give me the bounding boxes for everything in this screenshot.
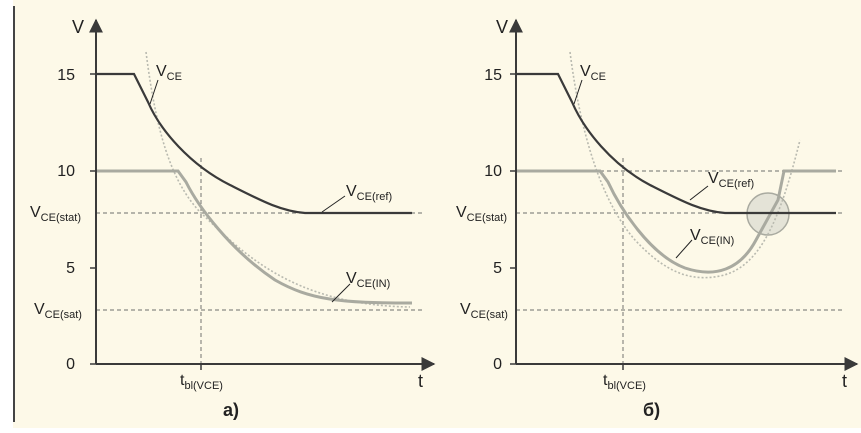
vce-stat-label: VCE(stat) <box>456 204 507 224</box>
vce-in-curve-label: VCE(IN) <box>690 227 734 247</box>
y-axis-symbol: V <box>72 17 84 37</box>
vce-in-curve <box>96 169 413 305</box>
y-axis-symbol: V <box>496 17 508 37</box>
vce-ref-curve <box>516 72 836 215</box>
y-tick-label-10: 10 <box>57 163 75 180</box>
vce-in-curve-label: VCE(IN) <box>346 270 390 290</box>
vce-ref-curve-label: VCE(ref) <box>708 170 754 190</box>
vce-ref-leader <box>689 185 709 201</box>
diagram-b-caption: б) <box>643 400 660 420</box>
vce-ref-leader <box>321 195 346 213</box>
y-tick-label-0: 0 <box>66 356 75 373</box>
vce-in-curve <box>516 169 836 274</box>
vce-leader <box>149 79 159 105</box>
y-tick-label-15: 15 <box>484 67 502 84</box>
x-axis-symbol: t <box>418 371 423 391</box>
blanking-time-label: tbl(VCE) <box>180 372 223 392</box>
vce-sat-label: VCE(sat) <box>460 301 508 321</box>
vce-leader <box>573 79 583 105</box>
vce-in-leader <box>675 239 693 259</box>
vce-in-leader <box>331 283 351 303</box>
diagram-b: 15 10 5 0 V t VCE(stat) VCE(sat) tbl(VCE… <box>456 17 859 420</box>
vce-curve-label: VCE <box>156 63 182 83</box>
vce-ref-curve <box>96 72 412 215</box>
figure-background <box>13 0 861 428</box>
blanking-time-label: tbl(VCE) <box>603 372 646 392</box>
diagram-a: 15 10 5 0 V t VCE(stat) VCE(sat) tbl(VCE… <box>30 17 436 420</box>
diagram-a-caption: а) <box>223 400 239 420</box>
y-tick-label-5: 5 <box>493 260 502 277</box>
y-tick-label-15: 15 <box>57 67 75 84</box>
vce-sat-label: VCE(sat) <box>34 301 82 321</box>
y-tick-label-10: 10 <box>484 163 502 180</box>
vce-stat-label: VCE(stat) <box>30 204 81 224</box>
x-axis-symbol: t <box>842 371 847 391</box>
y-tick-label-5: 5 <box>66 260 75 277</box>
y-tick-label-0: 0 <box>493 356 502 373</box>
vce-ref-curve-label: VCE(ref) <box>346 183 392 203</box>
vce-curve-label: VCE <box>580 63 606 83</box>
